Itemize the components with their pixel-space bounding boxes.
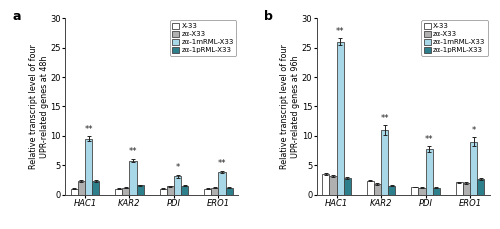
Bar — [388, 186, 396, 195]
Legend: X-33, zα-X33, zα-1mRML-X33, zα-1pRML-X33: X-33, zα-X33, zα-1mRML-X33, zα-1pRML-X33 — [422, 20, 488, 56]
Y-axis label: Relative transcript level of four
UPR-related genes at 48h: Relative transcript level of four UPR-re… — [28, 44, 49, 169]
Bar — [381, 130, 388, 195]
Bar — [71, 189, 78, 195]
Text: **: ** — [425, 134, 434, 144]
Bar — [456, 182, 463, 195]
Bar — [226, 188, 232, 195]
Legend: X-33, zα-X33, zα-1mRML-X33, zα-1pRML-X33: X-33, zα-X33, zα-1mRML-X33, zα-1pRML-X33 — [170, 20, 236, 56]
Bar — [412, 187, 418, 195]
Bar — [181, 186, 188, 195]
Bar — [160, 189, 167, 195]
Text: *: * — [176, 163, 180, 172]
Text: *: * — [472, 126, 476, 135]
Bar — [130, 161, 136, 195]
Bar — [344, 178, 351, 195]
Bar — [336, 42, 344, 195]
Bar — [418, 188, 426, 195]
Text: a: a — [13, 9, 22, 22]
Bar — [204, 189, 212, 195]
Bar — [85, 139, 92, 195]
Text: **: ** — [84, 125, 93, 134]
Text: **: ** — [336, 27, 344, 36]
Text: **: ** — [218, 159, 226, 168]
Text: b: b — [264, 9, 274, 22]
Bar — [218, 172, 226, 195]
Bar — [136, 185, 143, 195]
Bar — [374, 184, 381, 195]
Y-axis label: Relative transcript level of four
UPR-related genes at 96h: Relative transcript level of four UPR-re… — [280, 44, 300, 169]
Bar — [432, 188, 440, 195]
Bar — [212, 188, 218, 195]
Text: **: ** — [380, 114, 389, 123]
Bar — [367, 180, 374, 195]
Bar — [167, 186, 174, 195]
Bar — [322, 174, 330, 195]
Bar — [174, 176, 181, 195]
Bar — [426, 149, 432, 195]
Bar — [116, 189, 122, 195]
Bar — [470, 142, 477, 195]
Bar — [463, 183, 470, 195]
Bar — [92, 181, 99, 195]
Bar — [330, 176, 336, 195]
Bar — [122, 188, 130, 195]
Text: **: ** — [129, 147, 138, 156]
Bar — [477, 179, 484, 195]
Bar — [78, 181, 85, 195]
